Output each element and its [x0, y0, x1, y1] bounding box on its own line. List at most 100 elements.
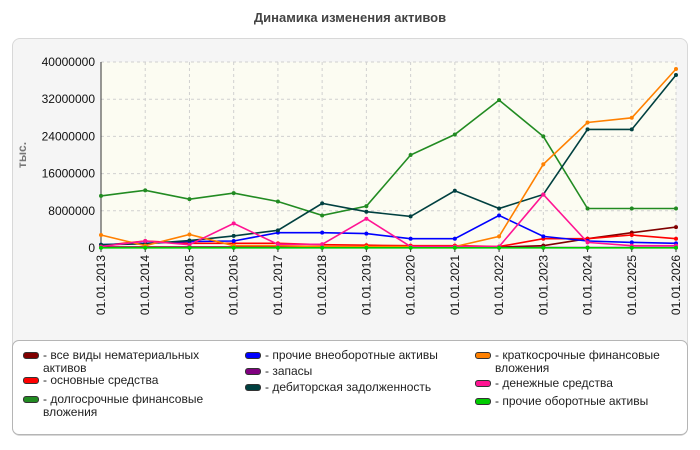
series-point-5: [674, 73, 678, 78]
series-point-7: [585, 240, 590, 245]
series-point-6: [585, 120, 590, 125]
legend-swatch: [475, 352, 491, 359]
series-point-3: [364, 231, 369, 236]
series-point-8: [231, 245, 236, 250]
series-point-2: [629, 206, 634, 211]
x-tick-label: 01.01.2014: [138, 255, 152, 315]
series-point-6: [99, 232, 103, 237]
x-tick-label: 01.01.2019: [359, 255, 373, 315]
series-line-5: [100, 74, 677, 246]
legend-item: - все виды нематериальных активов: [23, 349, 223, 375]
series-point-3: [629, 240, 634, 245]
legend-swatch: [23, 396, 39, 403]
series-point-6: [497, 234, 502, 239]
series-point-3: [497, 213, 502, 218]
x-tick-label: 01.01.2020: [404, 255, 418, 315]
series-point-8: [275, 245, 280, 250]
legend-item: - долгосрочные финансовые вложения: [23, 393, 223, 419]
series-point-5: [497, 206, 502, 211]
series-point-2: [541, 134, 546, 139]
series-point-8: [408, 245, 413, 250]
series-point-3: [452, 236, 457, 241]
legend-item: - денежные средства: [475, 377, 675, 390]
x-tick-label: 01.01.2024: [581, 255, 595, 315]
legend-item: - краткосрочные финансовые вложения: [475, 349, 675, 375]
series-point-3: [408, 236, 413, 241]
chart-title: Динамика изменения активов: [253, 10, 447, 25]
x-tick-label: 01.01.2021: [448, 255, 462, 315]
legend-swatch: [245, 368, 261, 375]
legend-label: - запасы: [265, 364, 313, 378]
x-tick-label: 01.01.2013: [94, 255, 108, 315]
y-tick-label: 40000000: [42, 55, 96, 69]
legend-item: - дебиторская задолженность: [245, 381, 445, 394]
legend-item: - основные средства: [23, 374, 223, 387]
legend-item: - прочие оборотные активы: [475, 395, 675, 408]
series-point-8: [320, 245, 325, 250]
legend-swatch: [245, 384, 261, 391]
legend-item: - запасы: [245, 365, 445, 378]
legend-label: - прочие внеоборотные активы: [265, 348, 438, 362]
legend-label: - дебиторская задолженность: [265, 380, 432, 394]
series-point-2: [99, 193, 103, 198]
y-axis-label: тыс.: [15, 142, 29, 168]
series-point-8: [187, 245, 192, 250]
series-point-7: [187, 242, 192, 247]
series-point-8: [541, 245, 546, 250]
series-point-5: [231, 233, 236, 238]
legend-swatch: [23, 352, 39, 359]
series-point-7: [231, 221, 236, 226]
series-point-8: [452, 245, 457, 250]
legend-label: - краткосрочные финансовые вложения: [495, 348, 660, 375]
series-point-2: [585, 206, 590, 211]
series-point-1: [629, 232, 634, 237]
x-tick-label: 01.01.2017: [271, 255, 285, 315]
series-point-2: [275, 199, 280, 204]
series-point-7: [143, 239, 148, 244]
series-point-5: [364, 209, 369, 214]
series-point-5: [452, 188, 457, 193]
series-point-5: [585, 127, 590, 132]
chart-plot: 0 8000000 16000000 24000000 32000000 40000000…: [15, 55, 683, 315]
chart-legend: - все виды нематериальных активов - основ…: [12, 340, 688, 435]
series-point-7: [364, 216, 369, 221]
series-point-8: [629, 245, 634, 250]
y-tick-label: 8000000: [48, 204, 95, 218]
series-point-5: [275, 228, 280, 233]
series-point-5: [320, 201, 325, 206]
series-point-2: [187, 197, 192, 202]
legend-swatch: [245, 352, 261, 359]
series-point-7: [320, 242, 325, 247]
legend-label: - все виды нематериальных активов: [43, 348, 200, 375]
series-point-2: [452, 132, 457, 137]
series-point-8: [143, 245, 148, 250]
series-point-2: [497, 98, 502, 103]
series-line-2: [100, 99, 676, 217]
x-tick-label: 01.01.2022: [492, 255, 506, 315]
series-point-3: [231, 239, 236, 244]
series-point-1: [674, 236, 678, 241]
series-line-1: [100, 234, 677, 248]
series-point-5: [629, 127, 634, 132]
series-point-7: [541, 192, 546, 197]
series-line-6: [100, 68, 677, 248]
series-point-6: [187, 232, 192, 237]
series-point-0: [674, 225, 678, 230]
x-tick-label: 01.01.2026: [669, 255, 683, 315]
series-point-2: [674, 206, 678, 211]
series-point-3: [541, 234, 546, 239]
series-point-6: [674, 66, 678, 71]
series-point-6: [629, 115, 634, 120]
legend-label: - долгосрочные финансовые вложения: [43, 392, 204, 419]
series-point-5: [187, 238, 192, 243]
legend-item: - прочие внеоборотные активы: [245, 349, 445, 362]
x-tick-label: 01.01.2025: [625, 255, 639, 315]
series-point-8: [674, 245, 678, 250]
series-point-2: [408, 153, 413, 157]
plot-area: [101, 62, 676, 248]
x-tick-label: 01.01.2018: [315, 255, 329, 315]
legend-label: - прочие оборотные активы: [495, 394, 649, 408]
series-point-3: [320, 230, 325, 235]
series-point-2: [320, 213, 325, 218]
series-point-6: [541, 162, 546, 167]
